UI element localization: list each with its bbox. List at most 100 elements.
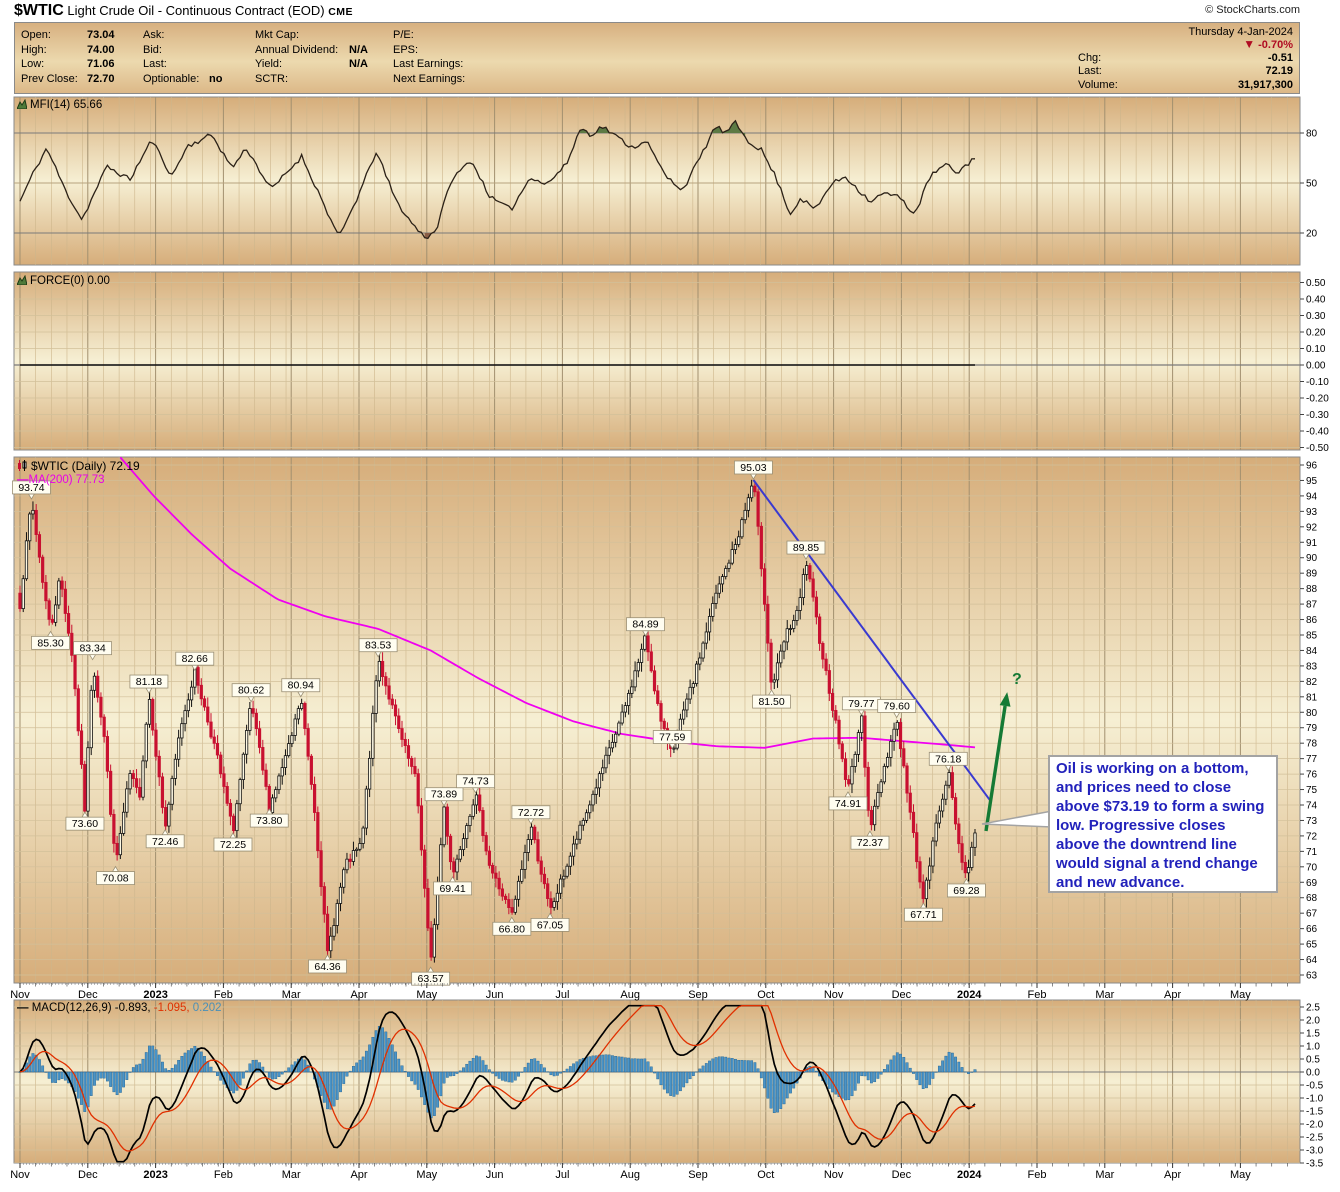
price-label: 76.18 (928, 751, 968, 772)
price-label: 83.53 (358, 638, 398, 658)
quote-field-value: 72.70 (87, 72, 115, 85)
ma200-line (119, 457, 976, 749)
price-label: 83.34 (73, 641, 112, 661)
month-tick-label: Dec (78, 1169, 98, 1181)
month-tick-label: Jul (555, 989, 569, 1001)
svg-text:85.30: 85.30 (37, 637, 63, 649)
quote-field-label: Next Earnings: (393, 72, 466, 85)
svg-text:80.94: 80.94 (288, 680, 314, 692)
quote-field-label: P/E: (393, 29, 414, 41)
ticker-symbol: $WTIC (14, 2, 64, 19)
svg-text:67.05: 67.05 (537, 919, 563, 931)
y-axis-tick-label: 76 (1306, 770, 1318, 781)
month-tick-label: Sep (688, 989, 708, 1001)
price-label: 73.60 (65, 811, 105, 831)
month-tick-label: Mar (282, 989, 301, 1001)
y-axis-tick-label: -3.0 (1306, 1146, 1324, 1157)
svg-text:73.89: 73.89 (431, 789, 457, 801)
y-axis-tick-label: 0.20 (1306, 328, 1326, 339)
y-axis-tick-label: -1.0 (1306, 1094, 1324, 1105)
exchange-label: CME (328, 6, 354, 18)
quote-earn-row: Next Earnings: (393, 72, 477, 87)
svg-text:83.53: 83.53 (365, 640, 391, 652)
price-label: 74.91 (828, 791, 868, 811)
svg-text:81.50: 81.50 (758, 696, 784, 708)
month-tick-label: May (416, 1169, 437, 1181)
quote-bidask-row: Optionable: no (143, 72, 222, 87)
svg-text:66.80: 66.80 (499, 923, 525, 935)
last-label: Last: (1078, 65, 1102, 77)
y-axis-tick-label: 0.00 (1306, 361, 1326, 372)
month-tick-label: Nov (10, 1169, 30, 1181)
mfi-label: MFI(14) 65.66 (16, 98, 102, 111)
month-tick-label: Apr (1164, 1169, 1181, 1181)
quote-field-label: Optionable: (143, 72, 200, 85)
y-axis-tick-label: 0.50 (1306, 278, 1326, 289)
svg-text:79.60: 79.60 (884, 700, 910, 712)
svg-text:77.59: 77.59 (659, 732, 685, 744)
y-axis-tick-label: 78 (1306, 739, 1318, 750)
svg-text:73.80: 73.80 (256, 815, 282, 827)
quote-bidask-row: Last: (143, 57, 222, 72)
month-tick-label: Oct (757, 989, 774, 1001)
bullish-arrow (984, 705, 1007, 832)
price-label: 81.18 (129, 674, 169, 694)
copyright-label: © StockCharts.com (1205, 4, 1300, 16)
month-tick-label: 2024 (957, 989, 982, 1001)
y-axis-tick-label: 90 (1306, 553, 1318, 564)
y-axis-tick-label: 65 (1306, 940, 1318, 951)
y-axis-tick-label: 0.10 (1306, 344, 1326, 355)
month-tick-label: Dec (78, 989, 98, 1001)
quote-field-label: Last Earnings: (393, 58, 464, 70)
svg-text:64.36: 64.36 (314, 961, 340, 973)
svg-text:73.60: 73.60 (72, 818, 98, 830)
month-tick-label: Jul (555, 1169, 569, 1181)
y-axis-tick-label: -3.5 (1306, 1159, 1324, 1170)
svg-text:72.25: 72.25 (220, 839, 246, 851)
macd-series (14, 1004, 1300, 1163)
price-label: 66.80 (492, 916, 532, 936)
force-panel: 0.50 0.40 0.30 0.20 0.10 0.00 -0.10 -0.20 -0.30 -… (13, 271, 1329, 454)
price-label: 93.74 (12, 480, 51, 500)
mfi-series (14, 119, 1300, 240)
analyst-annotation: Oil is working on a bottom, and prices n… (1048, 755, 1278, 893)
month-tick-label: Apr (1164, 989, 1181, 1001)
y-axis-tick-label: 91 (1306, 538, 1318, 549)
price-label: 77.59 (652, 730, 692, 750)
quote-earn-row: P/E: (393, 28, 477, 43)
price-label: 64.36 (308, 954, 347, 974)
y-axis-tick-label: 70 (1306, 862, 1318, 873)
month-tick-label: Feb (214, 1169, 233, 1181)
quote-field-value: 73.04 (87, 29, 115, 41)
quote-field-value: N/A (349, 43, 368, 56)
svg-text:84.89: 84.89 (632, 619, 658, 631)
quote-fund-row: Yield: N/A (255, 57, 368, 72)
quote-column-bidask: Ask: Bid: Last: Optionable: no (143, 28, 222, 86)
last-value: 72.19 (1265, 65, 1293, 77)
month-tick-label: Aug (620, 1169, 640, 1181)
y-axis-tick-label: 0.40 (1306, 295, 1326, 306)
ticker-description: Light Crude Oil - Continuous Contract (E… (63, 3, 329, 18)
y-axis-tick-label: -0.50 (1306, 443, 1329, 454)
y-axis-tick-label: 68 (1306, 893, 1318, 904)
svg-text:72.46: 72.46 (152, 836, 178, 848)
macd-signal-line (19, 1005, 976, 1152)
y-axis-tick-label: -0.40 (1306, 427, 1329, 438)
volume-value: 31,917,300 (1237, 78, 1293, 91)
price-label: 79.60 (877, 699, 917, 719)
quote-field-label: EPS: (393, 43, 419, 56)
macd-label: — MACD(12,26,9) -0.893, -1.095, 0.202 (17, 1002, 222, 1014)
price-label: 84.89 (626, 617, 665, 637)
y-axis-tick-label: -0.10 (1306, 377, 1329, 388)
force-label: FORCE(0) 0.00 (16, 274, 110, 287)
quote-field-label: Low: (21, 58, 45, 70)
price-label: 73.89 (424, 787, 464, 807)
y-axis-tick-label: 69 (1306, 878, 1318, 889)
price-label: 72.72 (511, 805, 551, 825)
quote-field-label: Prev Close: (21, 72, 78, 85)
area-chart-icon (16, 98, 28, 110)
macd-line (19, 1004, 976, 1163)
chart-title: $WTIC Light Crude Oil - Continuous Contr… (14, 2, 353, 20)
y-axis-tick-label: 77 (1306, 754, 1318, 765)
quote-field-label: SCTR: (255, 72, 288, 85)
